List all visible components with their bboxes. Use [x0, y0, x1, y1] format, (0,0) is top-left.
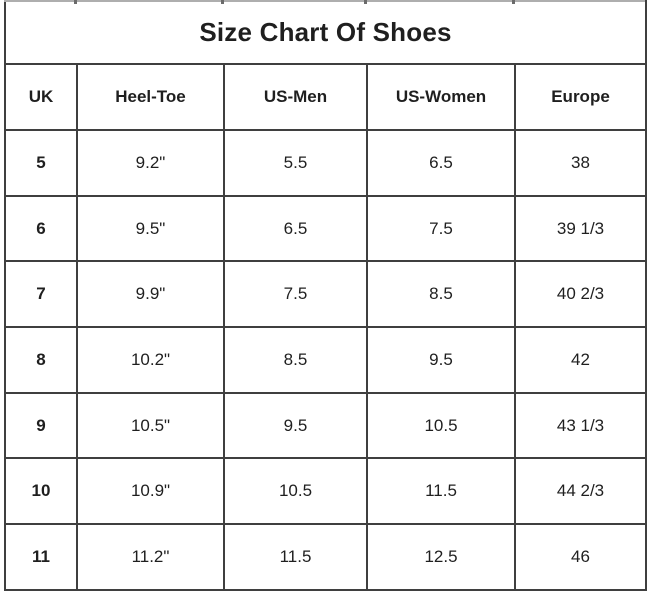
- cell-europe: 40 2/3: [513, 260, 648, 329]
- column-header-us-men: US-Men: [223, 63, 368, 131]
- crop-gridline-tick: [512, 0, 515, 4]
- cell-heel-toe: 10.2": [76, 326, 225, 394]
- crop-gridline-tick: [74, 0, 77, 4]
- cell-heel-toe: 9.2": [76, 129, 225, 197]
- cell-us-men: 6.5: [223, 194, 368, 263]
- cell-heel-toe: 10.5": [76, 391, 225, 460]
- cell-us-men: 11.5: [223, 523, 368, 591]
- cell-us-men: 8.5: [223, 326, 368, 394]
- cell-heel-toe: 9.9": [76, 260, 225, 329]
- cell-us-men: 5.5: [223, 129, 368, 197]
- cell-europe: 39 1/3: [513, 194, 648, 263]
- table-row: 11 11.2" 11.5 12.5 46: [4, 523, 648, 591]
- cell-uk: 9: [4, 391, 78, 460]
- table-row: 5 9.2" 5.5 6.5 38: [4, 129, 648, 197]
- cell-uk: 5: [4, 129, 78, 197]
- column-header-us-women: US-Women: [366, 63, 516, 131]
- cell-europe: 42: [513, 326, 648, 394]
- cell-uk: 7: [4, 260, 78, 329]
- cell-us-women: 8.5: [366, 260, 516, 329]
- cell-europe: 38: [513, 129, 648, 197]
- cell-uk: 6: [4, 194, 78, 263]
- cell-heel-toe: 9.5": [76, 194, 225, 263]
- column-header-uk: UK: [4, 63, 78, 131]
- cell-uk: 10: [4, 457, 78, 526]
- cell-europe: 43 1/3: [513, 391, 648, 460]
- table-row: 10 10.9" 10.5 11.5 44 2/3: [4, 457, 648, 526]
- size-chart-table: Size Chart Of Shoes UK Heel-Toe US-Men U…: [3, 0, 648, 591]
- cell-us-women: 12.5: [366, 523, 516, 591]
- cell-us-women: 7.5: [366, 194, 516, 263]
- cell-heel-toe: 11.2": [76, 523, 225, 591]
- column-header-heel-toe: Heel-Toe: [76, 63, 225, 131]
- cell-us-women: 9.5: [366, 326, 516, 394]
- title-row: Size Chart Of Shoes: [3, 0, 648, 65]
- cell-us-women: 11.5: [366, 457, 516, 526]
- cell-uk: 8: [4, 326, 78, 394]
- crop-gridline-tick: [221, 0, 224, 4]
- column-header-europe: Europe: [513, 63, 648, 131]
- crop-gridline-tick: [364, 0, 367, 4]
- cell-uk: 11: [4, 523, 78, 591]
- cell-us-men: 10.5: [223, 457, 368, 526]
- cell-europe: 44 2/3: [513, 457, 648, 526]
- cell-heel-toe: 10.9": [76, 457, 225, 526]
- header-row: UK Heel-Toe US-Men US-Women Europe: [4, 63, 648, 131]
- table-row: 6 9.5" 6.5 7.5 39 1/3: [4, 194, 648, 263]
- cell-us-women: 10.5: [366, 391, 516, 460]
- table-row: 7 9.9" 7.5 8.5 40 2/3: [4, 260, 648, 329]
- cell-europe: 46: [513, 523, 648, 591]
- cell-us-men: 7.5: [223, 260, 368, 329]
- cell-us-men: 9.5: [223, 391, 368, 460]
- table-row: 9 10.5" 9.5 10.5 43 1/3: [4, 391, 648, 460]
- table-title: Size Chart Of Shoes: [3, 0, 648, 65]
- table-row: 8 10.2" 8.5 9.5 42: [4, 326, 648, 394]
- cell-us-women: 6.5: [366, 129, 516, 197]
